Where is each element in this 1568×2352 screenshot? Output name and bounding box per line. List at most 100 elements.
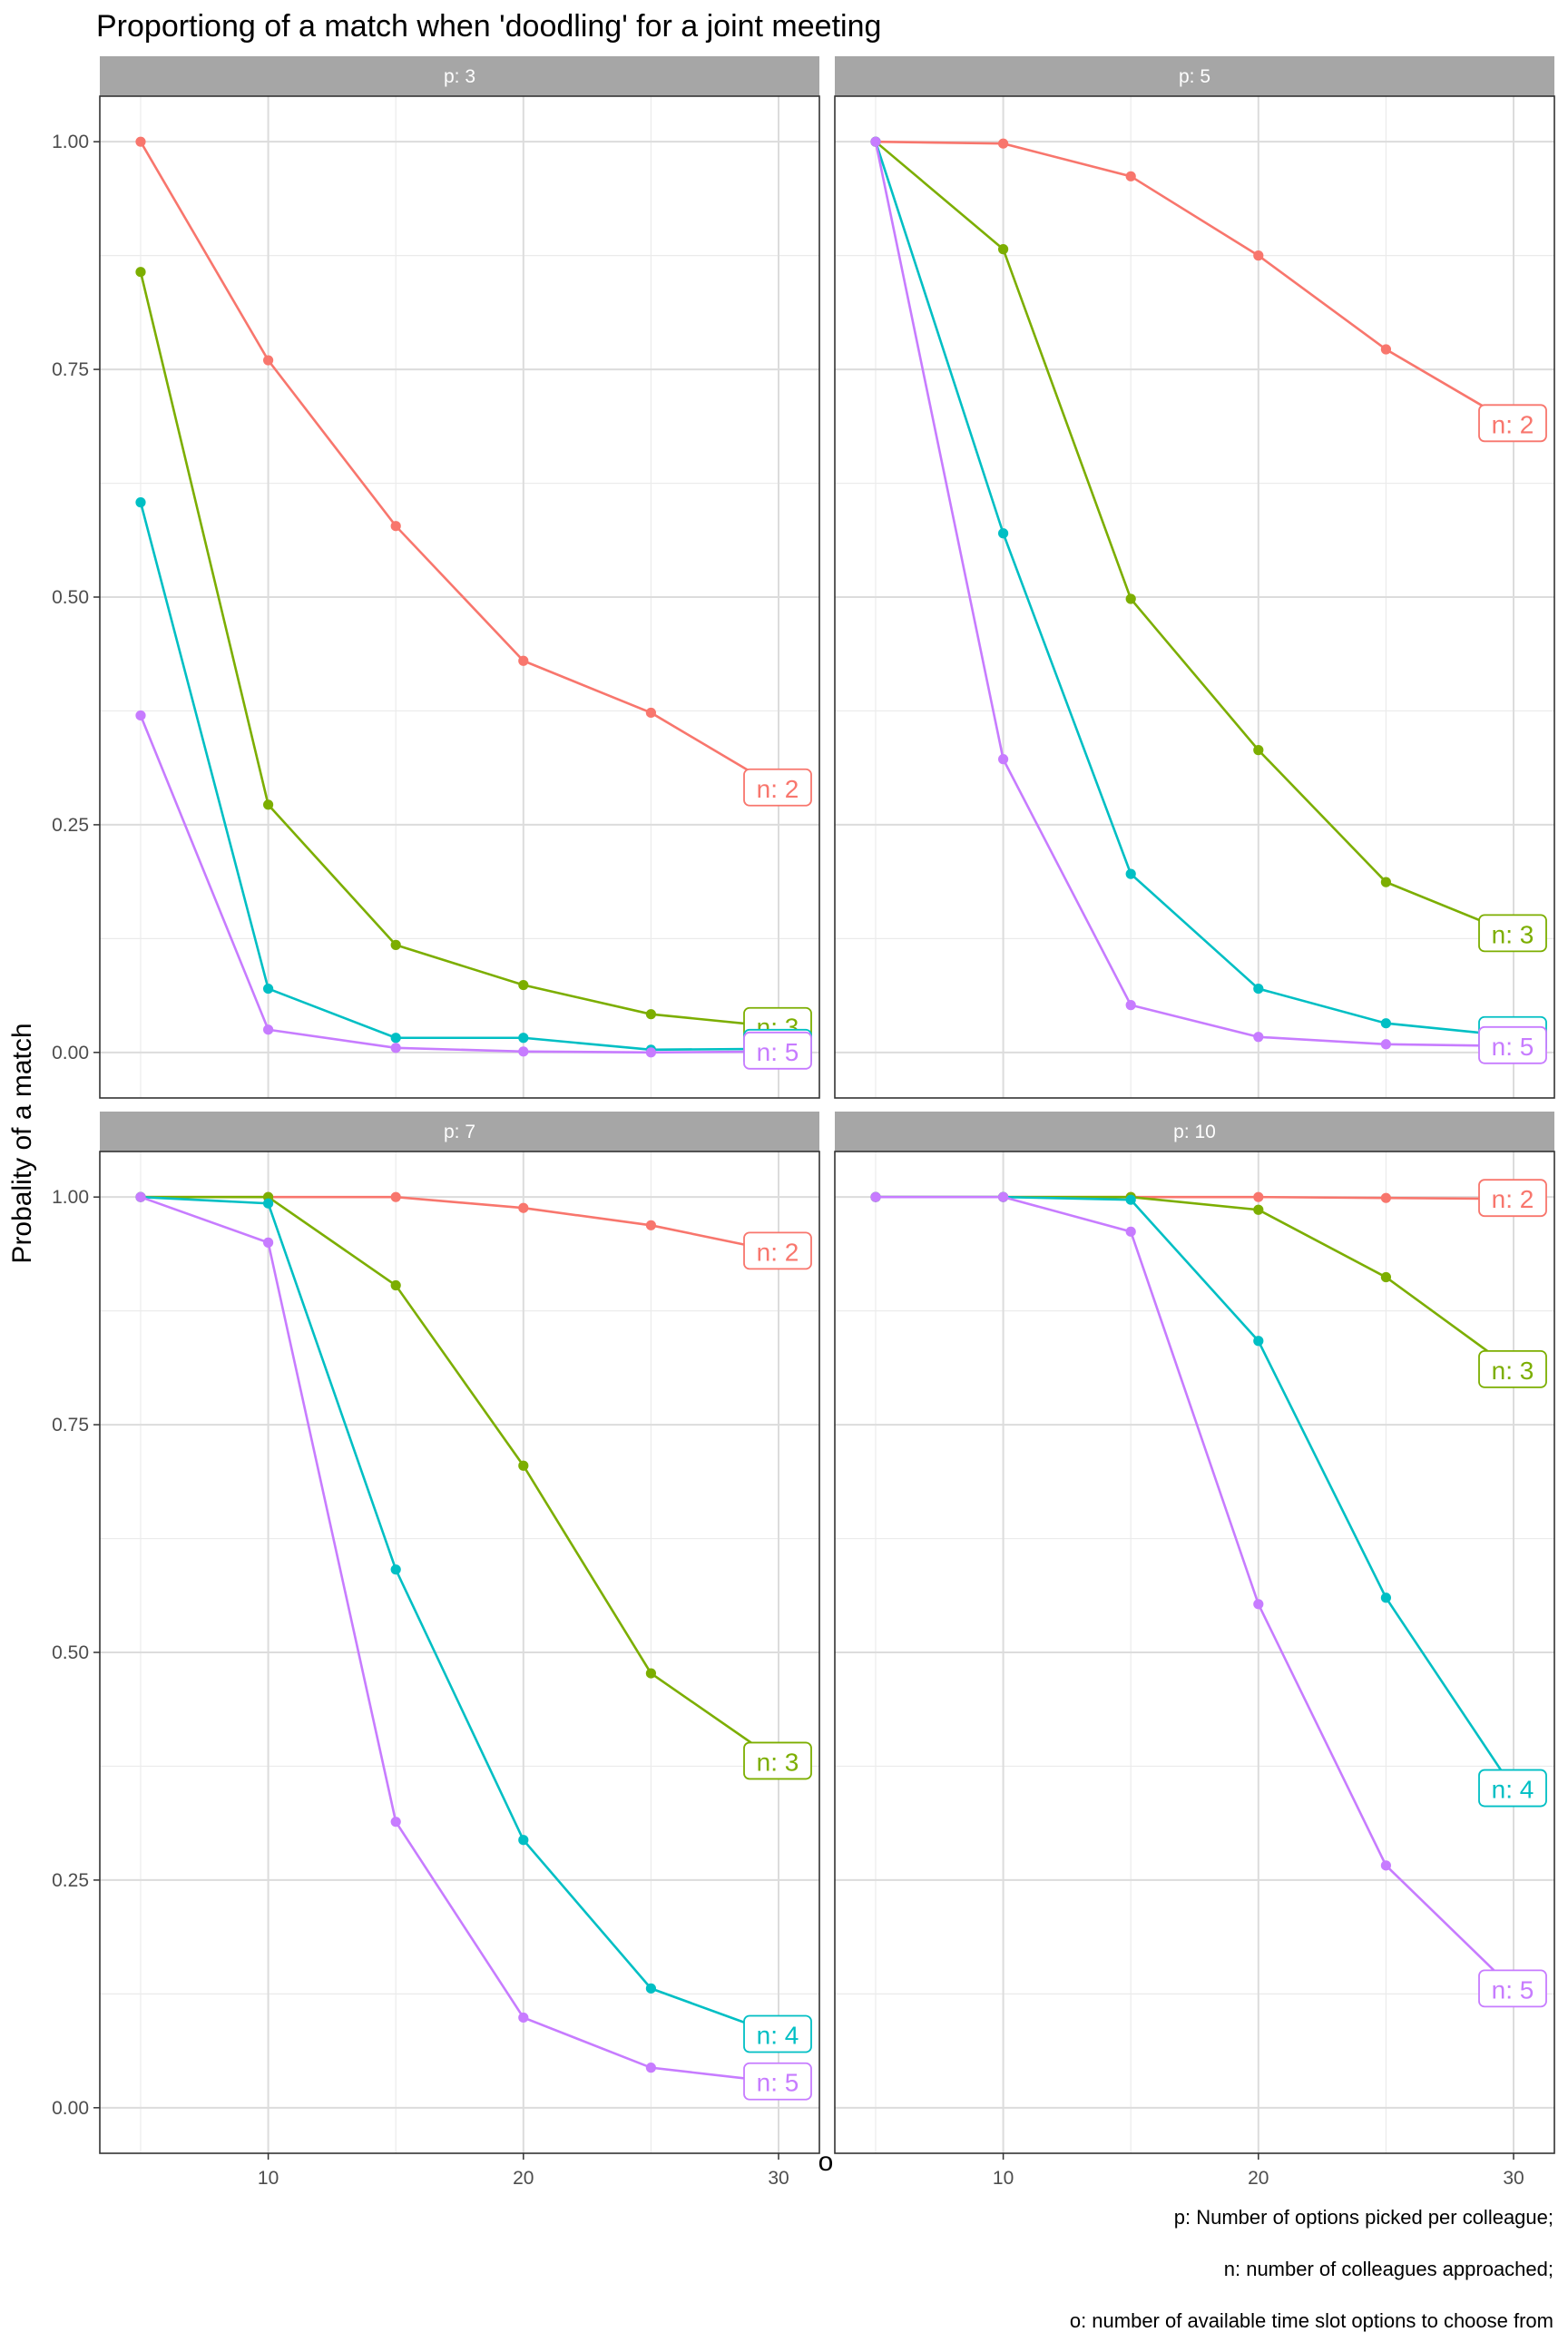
data-point (1380, 1271, 1392, 1283)
series-line (874, 141, 1514, 1038)
y-tick-label: 0.75 (52, 1415, 89, 1436)
data-point (1125, 593, 1136, 604)
data-point (518, 1046, 529, 1057)
label-text: n: 5 (1492, 1975, 1534, 2004)
label-box (1478, 1349, 1547, 1388)
data-point (262, 1024, 274, 1035)
data-point (518, 655, 529, 666)
y-tick-label: 0.00 (52, 1043, 89, 1063)
data-point (1253, 983, 1264, 995)
panel-border (99, 95, 820, 1099)
caption-line: p: Number of options picked per colleagu… (1174, 2206, 1553, 2229)
data-point (390, 521, 401, 532)
facet-strip (100, 1112, 819, 1152)
data-point (135, 267, 146, 278)
data-point (1380, 1039, 1392, 1050)
series-end-label: n: 2 (1478, 404, 1547, 443)
data-point (997, 1191, 1009, 1202)
label-box (743, 2014, 812, 2053)
data-point (262, 1198, 274, 1209)
data-point (1253, 1204, 1264, 1215)
series-line (874, 141, 1514, 1048)
chart-title: Proportiong of a match when 'doodling' f… (96, 9, 881, 44)
data-point (262, 355, 274, 366)
label-box (1478, 404, 1547, 443)
data-point (645, 1220, 657, 1230)
label-text: n: 2 (1492, 410, 1534, 438)
label-box (1478, 1025, 1547, 1064)
facet-panel: p: 7 0.00 0.25 0.50 0.75 1.00 10 20 30 n: 2 n: 3 n:… (52, 1112, 820, 2189)
facet-panel: p: 5n: 2n: 3n: 4n: 5 (834, 56, 1555, 1099)
label-box (743, 2062, 812, 2101)
label-box (743, 1031, 812, 1070)
data-point (1380, 1018, 1392, 1029)
series-end-label: n: 2 (743, 768, 812, 807)
label-text: n: 5 (1492, 1033, 1534, 1061)
data-point (997, 138, 1009, 149)
series-end-label: n: 4 (743, 2014, 812, 2053)
data-point (997, 528, 1009, 539)
caption-line: o: number of available time slot options… (1070, 2309, 1553, 2332)
x-tick-label: 30 (1503, 2168, 1524, 2189)
facet-strip-label: p: 3 (444, 66, 475, 87)
label-text: n: 5 (757, 2069, 799, 2097)
facet-strip (835, 56, 1554, 96)
series-line (875, 1195, 1514, 1991)
series-line (140, 1195, 779, 2036)
series-end-label: n: 2 (1478, 1179, 1547, 1218)
y-tick-label: 1.00 (52, 1187, 89, 1208)
data-point (1125, 1194, 1136, 1205)
data-point (135, 136, 146, 147)
data-point (1380, 877, 1392, 887)
series-line (139, 502, 779, 1052)
facet-panel: p: 10 10 20 30 n: 2 n: 3 n: 4 n: 5 (834, 1112, 1555, 2189)
data-point (390, 1564, 401, 1575)
y-tick-label: 0.50 (52, 587, 89, 608)
data-point (645, 707, 657, 719)
label-text: n: 2 (1492, 1185, 1534, 1213)
series-end-label: n: 5 (743, 1031, 812, 1070)
data-point (1380, 1192, 1392, 1203)
facet-strip-label: p: 7 (444, 1122, 475, 1142)
facet-strip-label: p: 10 (1173, 1122, 1216, 1142)
data-point (1253, 1191, 1264, 1202)
data-point (518, 1460, 529, 1471)
x-axis-title: o (818, 2147, 834, 2177)
label-text: n: 5 (757, 1038, 799, 1066)
series-line (139, 141, 779, 789)
x-tick-label: 10 (993, 2168, 1014, 2189)
data-point (390, 1191, 401, 1202)
facet-panel: p: 30.000.250.500.751.00n: 2n: 3n: 4n: 5 (52, 56, 820, 1099)
label-box (743, 1231, 812, 1270)
label-box (1478, 1769, 1547, 1808)
data-point (1253, 250, 1264, 261)
facet-strip (100, 56, 819, 96)
panel-border (99, 1151, 820, 2154)
data-point (870, 1191, 881, 1202)
label-text: n: 2 (757, 775, 799, 803)
y-tick-label: 0.00 (52, 2098, 89, 2119)
label-box (1478, 1179, 1547, 1218)
series-line (875, 140, 1514, 426)
label-box (1478, 1969, 1547, 2008)
data-point (1380, 344, 1392, 355)
data-point (645, 1047, 657, 1058)
label-box (743, 1741, 812, 1780)
label-text: n: 3 (1492, 1357, 1534, 1385)
data-point (997, 754, 1009, 765)
label-text: n: 4 (757, 2022, 799, 2050)
label-text: n: 3 (1492, 920, 1534, 948)
series-end-label: n: 4 (1478, 1769, 1547, 1808)
label-box (1478, 914, 1547, 953)
data-point (390, 1033, 401, 1044)
data-point (645, 1983, 657, 1994)
label-text: n: 2 (757, 1238, 799, 1266)
y-tick-label: 0.25 (52, 1870, 89, 1891)
series-end-label: n: 3 (743, 1741, 812, 1780)
data-point (262, 799, 274, 810)
data-point (262, 983, 274, 995)
series-end-label: n: 5 (743, 2062, 812, 2101)
series-line (875, 141, 1514, 936)
series-end-label: n: 2 (743, 1231, 812, 1270)
data-point (870, 136, 881, 147)
